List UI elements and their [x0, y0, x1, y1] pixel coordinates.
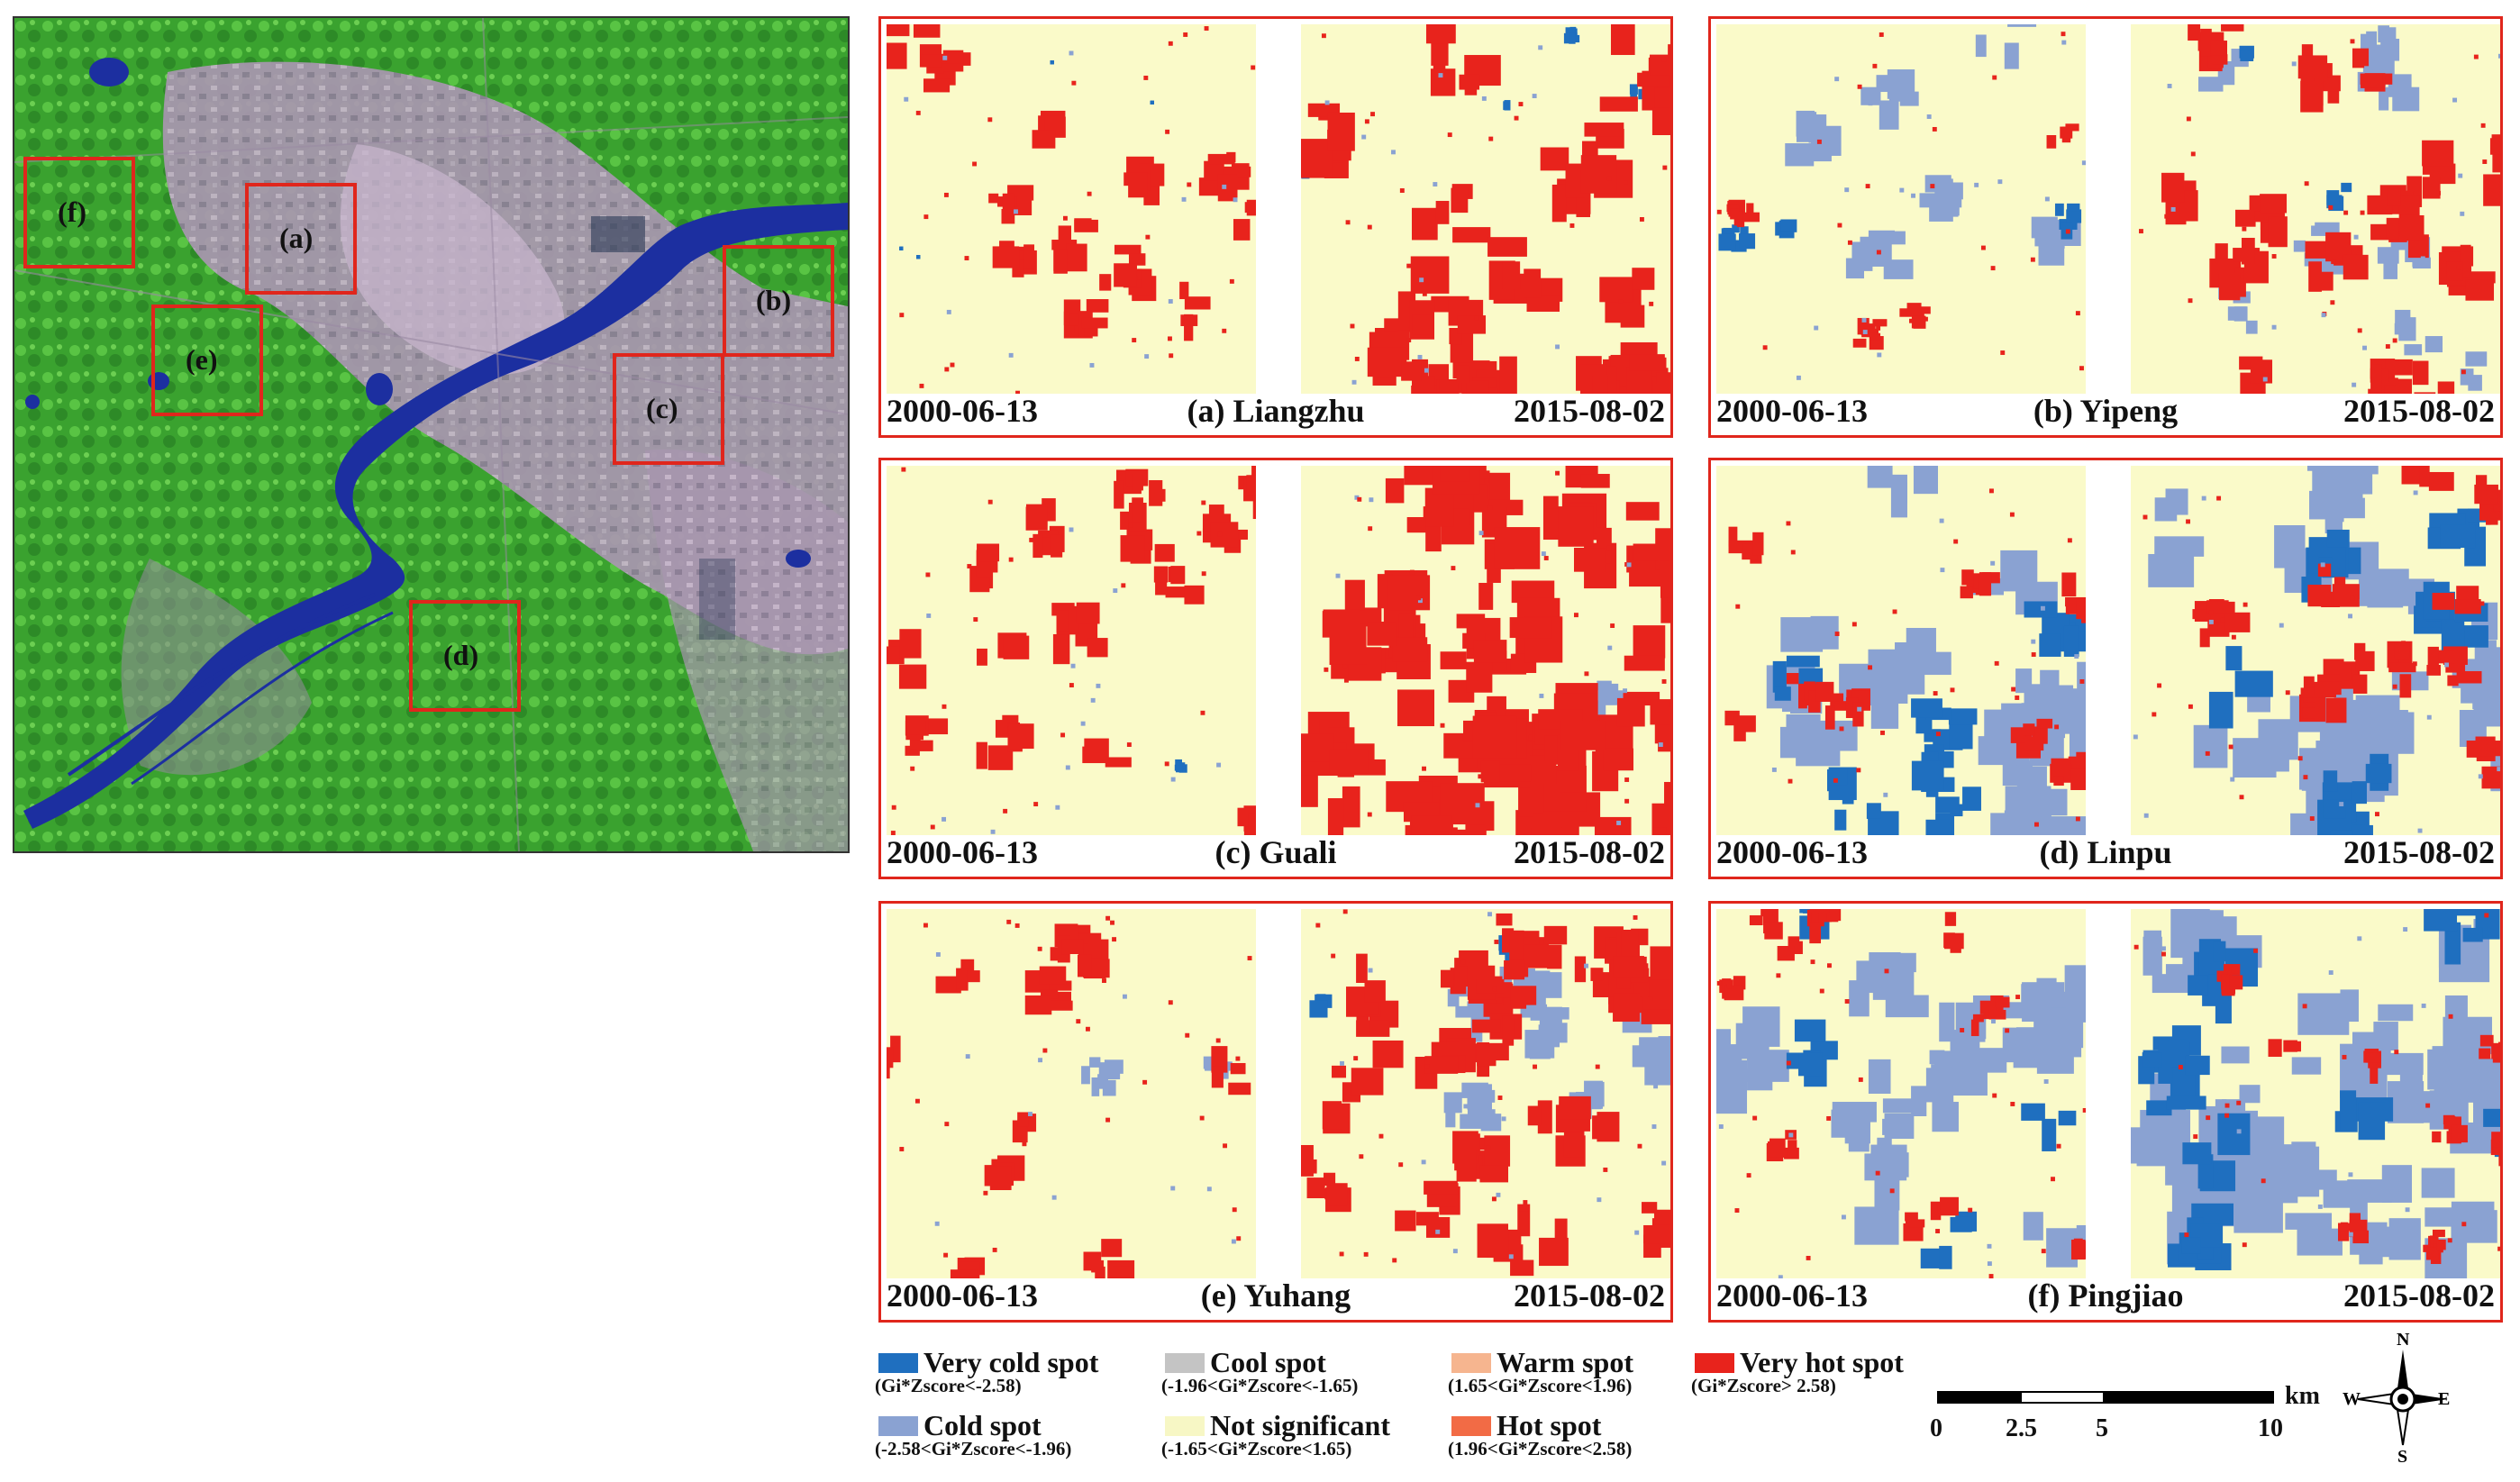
caption-left-date: 2000-06-13 — [1716, 393, 1868, 429]
caption-right-date: 2015-08-02 — [2343, 1277, 2495, 1314]
caption-right-date: 2015-08-02 — [1514, 393, 1665, 429]
legend-label: Very hot spot — [1740, 1346, 1904, 1378]
legend-label: Very cold spot — [923, 1346, 1099, 1378]
aoi-box-c — [613, 353, 724, 465]
legend-range: (-2.58<Gi*Zscore<-1.96) — [875, 1438, 1072, 1459]
scale-unit: km — [2285, 1382, 2320, 1410]
scale-segment — [2020, 1391, 2105, 1404]
scale-tick: 5 — [2096, 1414, 2108, 1442]
hotspot-map-2015 — [1301, 909, 1670, 1278]
aoi-box-a — [245, 183, 357, 295]
caption-site-name: (c) Guali — [1215, 834, 1337, 870]
hotspot-raster — [1716, 466, 2086, 835]
legend-swatch — [878, 1353, 918, 1373]
satellite-image — [14, 18, 848, 851]
scale-tick: 2.5 — [2006, 1414, 2037, 1442]
hotspot-raster — [887, 909, 1256, 1278]
caption-right-date: 2015-08-02 — [2343, 834, 2495, 870]
hotspot-map-2000 — [887, 466, 1256, 835]
caption-site-name: (b) Yipeng — [2033, 393, 2179, 429]
legend-swatch — [1165, 1416, 1205, 1436]
legend: Very cold spot (Gi*Zscore<-2.58) Cool sp… — [875, 1342, 1960, 1477]
legend-label: Hot spot — [1497, 1409, 1602, 1441]
legend-label: Warm spot — [1497, 1346, 1633, 1378]
compass-e: E — [2438, 1389, 2451, 1409]
hotspot-map-2015 — [2131, 24, 2500, 394]
caption-left-date: 2000-06-13 — [1716, 1277, 1868, 1314]
scale-bar: 0 2.5 5 10 km — [1930, 1378, 2352, 1450]
aoi-label-f: (f) — [58, 195, 86, 228]
caption-left-date: 2000-06-13 — [887, 393, 1038, 429]
hotspot-map-2000 — [887, 909, 1256, 1278]
hotspot-map-2000 — [1716, 909, 2086, 1278]
panel-c-guali: 2000-06-13 (c) Guali 2015-08-02 — [878, 458, 1673, 879]
hotspot-raster — [2131, 24, 2500, 394]
scale-tick: 0 — [1930, 1414, 1942, 1442]
hotspot-raster — [887, 24, 1256, 394]
hotspot-map-2000 — [1716, 466, 2086, 835]
hotspot-map-2000 — [1716, 24, 2086, 394]
legend-range: (-1.65<Gi*Zscore<1.65) — [1161, 1438, 1352, 1459]
hotspot-map-2015 — [1301, 24, 1670, 394]
hotspot-raster — [2131, 466, 2500, 835]
scale-segment — [2103, 1391, 2274, 1404]
panel-f-pingjiao: 2000-06-13 (f) Pingjiao 2015-08-02 — [1708, 901, 2503, 1323]
caption-site-name: (e) Yuhang — [1200, 1277, 1351, 1314]
compass-rose-icon — [2357, 1350, 2448, 1446]
caption-left-date: 2000-06-13 — [1716, 834, 1868, 870]
hotspot-map-2015 — [2131, 466, 2500, 835]
compass-n: N — [2397, 1330, 2410, 1350]
panel-d-linpu: 2000-06-13 (d) Linpu 2015-08-02 — [1708, 458, 2503, 879]
legend-label: Cold spot — [923, 1409, 1042, 1441]
caption-site-name: (d) Linpu — [2039, 834, 2172, 870]
compass-s: S — [2397, 1447, 2408, 1467]
caption-site-name: (a) Liangzhu — [1187, 393, 1365, 429]
aoi-label-d: (d) — [443, 639, 479, 671]
caption-right-date: 2015-08-02 — [1514, 1277, 1665, 1314]
scale-tick: 10 — [2258, 1414, 2283, 1442]
legend-range: (Gi*Zscore> 2.58) — [1691, 1375, 1836, 1396]
hotspot-map-2015 — [1301, 466, 1670, 835]
aoi-label-e: (e) — [186, 343, 218, 376]
hotspot-raster — [1301, 24, 1670, 394]
legend-range: (Gi*Zscore<-2.58) — [875, 1375, 1022, 1396]
hotspot-raster — [1301, 909, 1670, 1278]
legend-range: (1.65<Gi*Zscore<1.96) — [1448, 1375, 1633, 1396]
legend-swatch — [1451, 1353, 1491, 1373]
legend-swatch — [878, 1416, 918, 1436]
aoi-label-a: (a) — [279, 222, 314, 254]
legend-label: Not significant — [1210, 1409, 1390, 1441]
panel-b-yipeng: 2000-06-13 (b) Yipeng 2015-08-02 — [1708, 16, 2503, 438]
caption-site-name: (f) Pingjiao — [2027, 1277, 2184, 1314]
aoi-label-c: (c) — [646, 392, 678, 424]
legend-range: (1.96<Gi*Zscore<2.58) — [1448, 1438, 1633, 1459]
panel-a-liangzhu: 2000-06-13 (a) Liangzhu 2015-08-02 — [878, 16, 1673, 438]
legend-swatch — [1165, 1353, 1205, 1373]
aoi-box-d — [409, 600, 521, 712]
caption-left-date: 2000-06-13 — [887, 834, 1038, 870]
overview-satellite-map: (f) (a) (b) (e) (c) (d) — [13, 16, 850, 853]
scale-segment — [1937, 1391, 2022, 1404]
hotspot-raster — [1301, 466, 1670, 835]
caption-left-date: 2000-06-13 — [887, 1277, 1038, 1314]
hotspot-raster — [1716, 909, 2086, 1278]
compass-w: W — [2343, 1389, 2361, 1409]
caption-right-date: 2015-08-02 — [2343, 393, 2495, 429]
aoi-box-f — [23, 157, 135, 268]
hotspot-raster — [1716, 24, 2086, 394]
legend-range: (-1.96<Gi*Zscore<-1.65) — [1161, 1375, 1359, 1396]
hotspot-raster — [2131, 909, 2500, 1278]
legend-swatch — [1451, 1416, 1491, 1436]
legend-swatch — [1695, 1353, 1734, 1373]
aoi-box-e — [151, 305, 263, 416]
aoi-label-b: (b) — [756, 284, 792, 316]
panel-e-yuhang: 2000-06-13 (e) Yuhang 2015-08-02 — [878, 901, 1673, 1323]
hotspot-raster — [887, 466, 1256, 835]
legend-label: Cool spot — [1210, 1346, 1326, 1378]
caption-right-date: 2015-08-02 — [1514, 834, 1665, 870]
aoi-box-b — [723, 245, 834, 357]
north-arrow-compass: N S W E — [2343, 1330, 2451, 1467]
hotspot-map-2000 — [887, 24, 1256, 394]
hotspot-map-2015 — [2131, 909, 2500, 1278]
